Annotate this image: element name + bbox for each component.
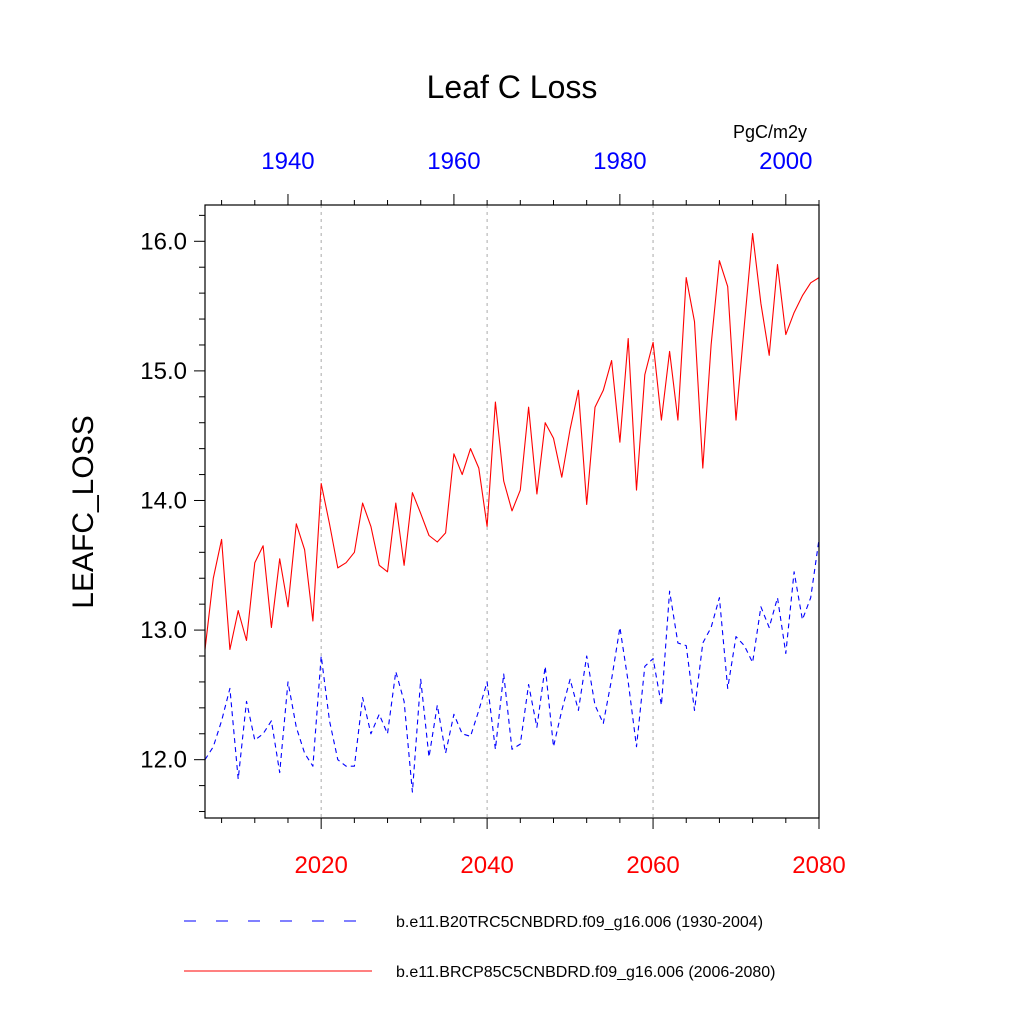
y-tick-label: 16.0 <box>140 228 187 255</box>
historical-series-line <box>204 539 820 793</box>
tick-labels: 12.0 13.0 14.0 15.0 16.0 2020 2040 2060 2080 1940… <box>140 148 845 879</box>
x-top-tick-label: 1940 <box>261 148 314 175</box>
legend-label: b.e11.BRCP85C5CNBDRD.f09_g16.006 (2006-2… <box>396 964 775 981</box>
plot-frame <box>204 204 820 819</box>
x-top-tick-label: 2000 <box>759 148 812 175</box>
grid-lines <box>320 205 654 818</box>
series-lines <box>204 232 820 793</box>
legend: b.e11.B20TRC5CNBDRD.f09_g16.006 (1930-20… <box>184 914 775 981</box>
legend-label: b.e11.B20TRC5CNBDRD.f09_g16.006 (1930-20… <box>396 914 763 931</box>
x-bottom-tick-label: 2060 <box>626 852 679 879</box>
axis-ticks <box>194 194 820 829</box>
units-label: PgC/m2y <box>733 122 807 142</box>
y-tick-label: 14.0 <box>140 487 187 514</box>
y-tick-label: 15.0 <box>140 358 187 385</box>
x-bottom-tick-label: 2080 <box>792 852 845 879</box>
x-top-tick-label: 1960 <box>427 148 480 175</box>
x-top-tick-label: 1980 <box>593 148 646 175</box>
rcp85-series-line <box>204 232 820 651</box>
x-bottom-tick-label: 2040 <box>460 852 513 879</box>
y-axis-label: LEAFC_LOSS <box>67 415 100 608</box>
y-tick-label: 12.0 <box>140 747 187 774</box>
x-bottom-tick-label: 2020 <box>294 852 347 879</box>
chart-title: Leaf C Loss <box>427 69 598 105</box>
y-tick-label: 13.0 <box>140 617 187 644</box>
